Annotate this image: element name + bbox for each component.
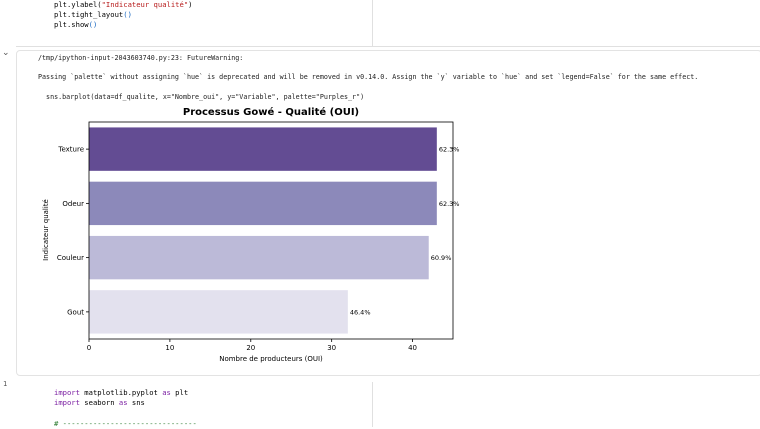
data-label-odeur: 62.3% [439, 200, 460, 208]
code-line-blank [54, 408, 197, 418]
code-line-3: plt.show() [54, 20, 98, 30]
data-label-texture: 62.3% [439, 146, 460, 154]
bar-odeur [89, 181, 437, 226]
chart-title: Processus Gowé - Qualité (OUI) [183, 106, 359, 118]
axes-layer: Texture Odeur Couleur Gout 0 10 20 30 40 [57, 146, 417, 352]
code-cell-2[interactable]: import matplotlib.pyplot as plt import se… [16, 378, 760, 429]
code-line-import-matplotlib: import matplotlib.pyplot as plt [54, 388, 189, 397]
data-label-gout: 46.4% [350, 308, 371, 316]
code-editor-2[interactable]: import matplotlib.pyplot as plt import se… [54, 388, 197, 429]
warning-path: /tmp/ipython-input-2043603740.py:23: Fut… [38, 54, 244, 62]
y-tick-label-odeur: Odeur [62, 200, 84, 208]
x-tick-label-30: 30 [327, 344, 336, 352]
code-cell-top[interactable]: plt.ylabel("Indicateur qualité") plt.tigh… [16, 0, 760, 46]
warning-code-line: sns.barplot(data=df_qualite, x="Nombre_o… [38, 93, 365, 101]
plot-frame [88, 121, 454, 340]
x-axis-label: Nombre de producteurs (OUI) [219, 355, 323, 363]
collapse-output-chevron-icon[interactable]: ⌄ [2, 48, 10, 58]
x-tick-label-40: 40 [408, 344, 417, 352]
code-line-2: plt.tight_layout() [54, 10, 132, 20]
x-tick-label-20: 20 [246, 344, 255, 352]
code-line-comment: # ------------------------------- [54, 418, 197, 428]
y-tick-label-texture: Texture [57, 146, 84, 154]
x-tick-label-10: 10 [165, 344, 174, 352]
editor-ruler [372, 0, 373, 46]
code-line-1: plt.ylabel("Indicateur qualité") [54, 0, 193, 9]
y-axis-label: Indicateur qualité [42, 199, 50, 261]
data-label-couleur: 60.9% [431, 254, 452, 262]
code-editor-top[interactable]: plt.ylabel("Indicateur qualité") plt.tigh… [54, 0, 192, 31]
bar-texture [89, 127, 437, 171]
editor-ruler-2 [372, 382, 373, 427]
y-tick-label-couleur: Couleur [57, 254, 84, 262]
bar-gout [89, 290, 348, 334]
y-tick-label-gout: Gout [67, 308, 84, 316]
bar-chart: Processus Gowé - Qualité (OUI) 62.3%62.3… [42, 106, 460, 363]
bar-couleur [89, 235, 429, 280]
bars-layer: 62.3% 62.3% 60.9% 46.4% [89, 127, 460, 334]
cell-divider [16, 46, 760, 47]
code-line-import-seaborn: import seaborn as sns [54, 398, 145, 408]
cell-execution-count: 1 [3, 380, 8, 388]
x-tick-label-0: 0 [87, 344, 91, 352]
warning-message: Passing `palette` without assigning `hue… [38, 73, 699, 81]
